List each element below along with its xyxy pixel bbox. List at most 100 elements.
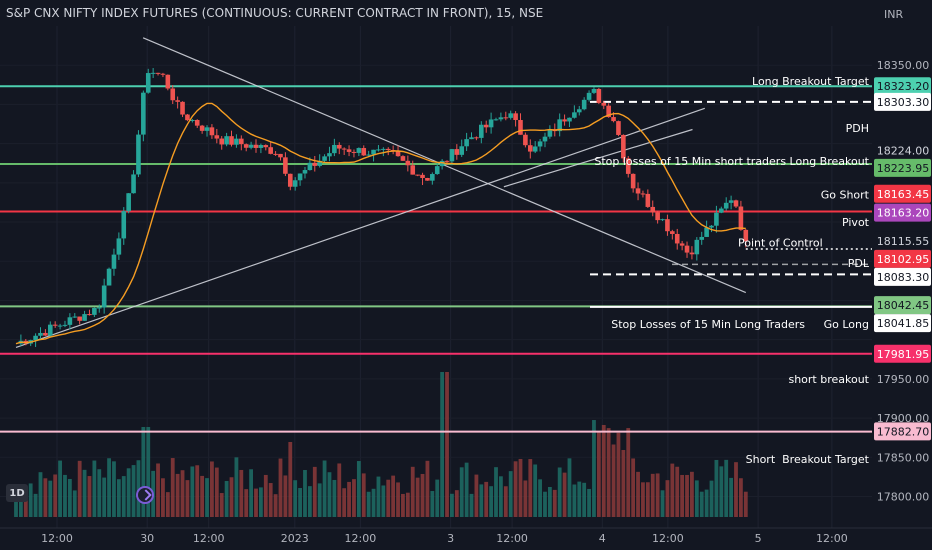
candle-body xyxy=(635,188,641,194)
candle xyxy=(630,173,636,193)
candle-body xyxy=(180,101,185,115)
time-tick: 12:00 xyxy=(41,532,73,545)
volume-bar xyxy=(283,475,288,517)
volume-bar xyxy=(655,473,660,517)
price-badge-label: 18115.55 xyxy=(877,235,930,248)
volume-bar xyxy=(719,466,724,517)
candle xyxy=(714,205,719,233)
volume-bar xyxy=(562,472,567,517)
price-tick: 17950.00 xyxy=(877,373,930,386)
volume-bar xyxy=(141,427,146,517)
candle xyxy=(273,151,278,156)
price-badge-label: 18303.30 xyxy=(877,96,930,109)
candle xyxy=(640,190,646,198)
volume-bar xyxy=(298,488,302,517)
time-axis[interactable]: 12:00 30 12:00 2023 12:00 3 12:00 4 12:00 5 12:00 xyxy=(0,527,932,550)
moving-average xyxy=(15,102,746,345)
candle xyxy=(434,161,440,175)
currency-label[interactable]: INR xyxy=(884,8,904,21)
candle xyxy=(145,68,151,94)
volume-bar xyxy=(200,475,205,517)
candle-body xyxy=(483,124,489,128)
candle xyxy=(131,170,136,194)
volume-bar xyxy=(347,481,351,517)
candle-body xyxy=(204,127,210,131)
candle xyxy=(415,174,420,177)
ma-line xyxy=(15,102,746,345)
candle-body xyxy=(576,109,582,113)
volume-bar xyxy=(675,466,680,517)
volume-bar xyxy=(268,483,273,517)
candle-body xyxy=(493,119,499,121)
candle-body xyxy=(312,162,318,166)
candle xyxy=(351,149,357,158)
candle xyxy=(572,105,577,119)
volume-bar xyxy=(641,482,645,517)
trendlines xyxy=(15,37,747,349)
price-axis[interactable]: 18350.00 17950.00 17900.00 17850.00 17800.00… xyxy=(874,0,932,528)
candle xyxy=(503,111,509,121)
candle xyxy=(234,134,239,148)
candle xyxy=(87,309,92,316)
candle xyxy=(738,200,744,231)
candle-body xyxy=(258,145,264,148)
candle-body xyxy=(297,173,303,181)
candle-body xyxy=(351,151,357,153)
candle-body xyxy=(479,124,484,138)
candle xyxy=(38,327,43,341)
volume-bar xyxy=(244,489,249,517)
candle-body xyxy=(327,153,332,157)
candle-body xyxy=(199,125,205,131)
candle-body xyxy=(185,114,190,121)
volume-bar xyxy=(92,460,97,517)
candle xyxy=(106,267,112,286)
price-badge xyxy=(874,141,931,160)
candle-body xyxy=(665,219,670,232)
volume-bar xyxy=(161,478,165,517)
grid xyxy=(0,26,872,528)
volume-bar xyxy=(366,491,371,517)
candle xyxy=(361,145,367,157)
candle-body xyxy=(709,225,714,228)
time-tick: 12:00 xyxy=(345,532,377,545)
volume-bar xyxy=(518,458,523,517)
candle-body xyxy=(385,148,391,151)
candle-body xyxy=(674,233,680,244)
candle-body xyxy=(650,206,656,213)
candle-body xyxy=(420,174,425,178)
candle xyxy=(586,90,592,102)
candle xyxy=(483,120,489,133)
candle xyxy=(532,141,538,154)
time-tick: 2023 xyxy=(281,532,309,545)
price-badge-label: 18163.45 xyxy=(877,188,930,201)
volume-bar xyxy=(352,479,356,517)
candle-body xyxy=(572,112,577,118)
level-label: PDH xyxy=(846,122,869,135)
candle-body xyxy=(77,316,82,321)
candle-body xyxy=(586,92,592,100)
level-label: Short Breakout Target xyxy=(746,453,870,466)
volume-bar xyxy=(87,476,92,517)
candle-body xyxy=(111,254,117,269)
volume-bar xyxy=(337,463,342,517)
volume-bar xyxy=(381,485,386,517)
volume-bar xyxy=(685,474,689,517)
candle-body xyxy=(415,174,420,176)
volume-bar xyxy=(587,488,591,517)
candle xyxy=(214,128,220,144)
candle-body xyxy=(150,72,156,74)
level-label: Long Breakout Target xyxy=(752,75,870,88)
volume-bar xyxy=(538,479,542,517)
go-to-realtime-icon[interactable] xyxy=(136,486,154,504)
volume-bar xyxy=(273,494,278,517)
candle xyxy=(224,132,229,147)
symbol-title[interactable]: S&P CNX NIFTY INDEX FUTURES (CONTINUOUS:… xyxy=(6,6,544,20)
tradingview-logo-icon[interactable]: 1D xyxy=(6,484,28,502)
candle xyxy=(239,135,244,151)
candle xyxy=(47,321,53,337)
candle xyxy=(292,177,298,191)
candle xyxy=(116,232,122,260)
volume-bar xyxy=(303,470,307,517)
candle-body xyxy=(498,117,504,120)
